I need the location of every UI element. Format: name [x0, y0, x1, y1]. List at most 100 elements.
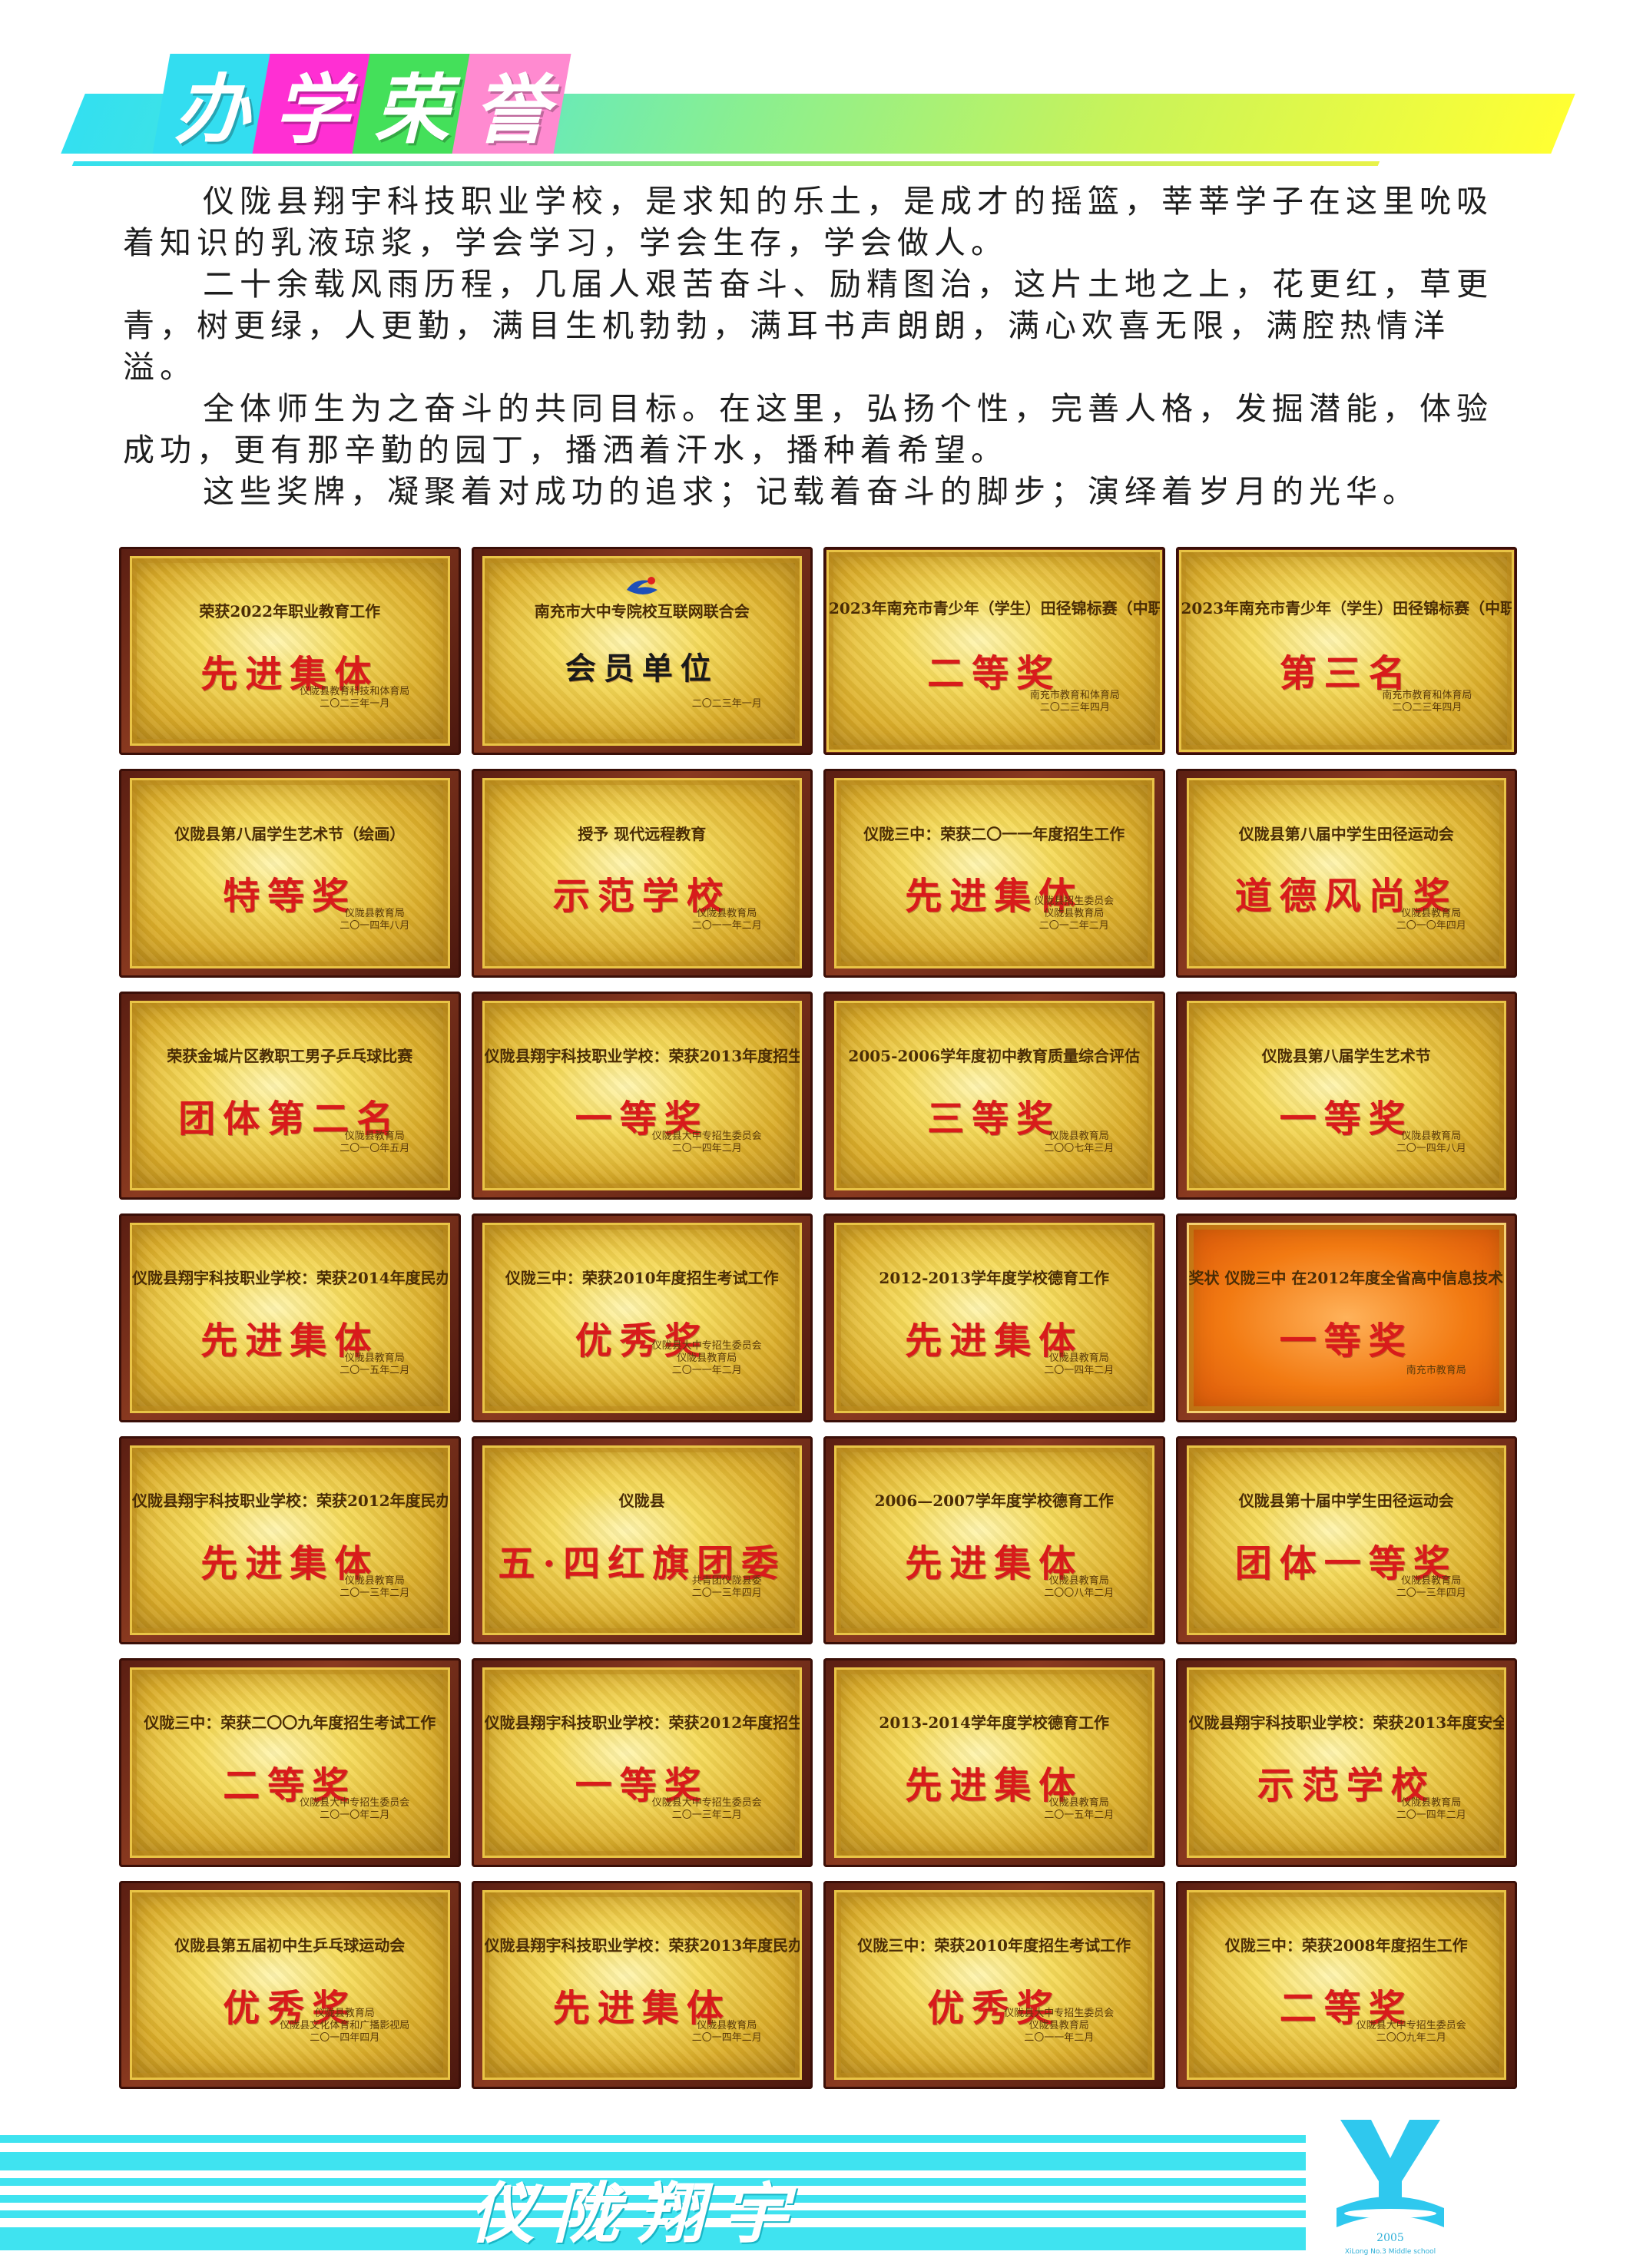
plaque-issuer: 仪陇县教育局 二〇一五年二月: [1044, 1797, 1115, 1822]
header-block-3: 荣: [352, 54, 472, 154]
plaque-face: 仪陇县翔宇科技职业学校：荣获2013年度招生工作一等奖 仪陇县大中专招生委员会 二…: [482, 1000, 802, 1191]
plaque-face: 仪陇县第八届中学生田径运动会道德风尚奖 仪陇县教育局 二〇一〇年四月: [1186, 778, 1506, 968]
plaque-award-title: 三等奖: [927, 1097, 1062, 1141]
plaque-caption: 仪陇县翔宇科技职业学校：荣获2013年度招生工作: [484, 1046, 800, 1065]
plaque-award-title: 道德风尚奖: [1234, 875, 1458, 919]
footer-school-name: 仪陇翔宇: [469, 2176, 807, 2253]
plaque-caption: 仪陇县第八届学生艺术节: [1261, 1046, 1431, 1065]
header-banner: 办 学 荣 誉: [0, 0, 1633, 177]
plaque-caption: 2013-2014学年度学校德育工作: [879, 1713, 1110, 1733]
plaque-award-title: 团体一等奖: [1234, 1541, 1458, 1585]
plaque-caption: 仪陇三中：荣获2010年度招生考试工作: [857, 1935, 1131, 1955]
plaque-face: 仪陇三中：荣获2010年度招生考试工作优秀奖 仪陇县大中专招生委员会 仪陇县教育局…: [834, 1889, 1154, 2080]
footer-stripe: [0, 2135, 1306, 2143]
plaque-issuer: 仪陇县教育局 仪陇县文化体育和广播影视局 二〇一四年四月: [280, 2007, 410, 2044]
plaque-award-title: 第三名: [1279, 652, 1413, 696]
school-logo: 2005 XiLong No.3 Middle school: [1337, 2120, 1444, 2256]
plaque-caption: 2012-2013学年度学校德育工作: [879, 1269, 1110, 1288]
plaque-face: 2013-2014学年度学校德育工作 先进集体 仪陇县教育局 二〇一五年二月: [834, 1667, 1154, 1858]
plaque-caption: 仪陇三中：荣获二〇〇九年度招生考试工作: [144, 1713, 436, 1733]
plaque-caption: 仪陇县翔宇科技职业学校：荣获2012年度民办教育: [132, 1491, 448, 1510]
plaque-caption: 2005-2006学年度初中教育质量综合评估: [848, 1046, 1141, 1065]
logo-caption: XiLong No.3 Middle school: [1345, 2248, 1436, 2256]
plaque-face: 仪陇县翔宇科技职业学校：荣获2012年度招生工作 一等奖 仪陇县大中专招生委员会 二…: [482, 1667, 802, 1858]
plaque-caption: 仪陇县翔宇科技职业学校：荣获2014年度民办教育: [132, 1269, 448, 1288]
plaque-face: 仪陇县翔宇科技职业学校：荣获2013年度民办教育先进集体 仪陇县教育局 二〇一四年…: [482, 1889, 802, 2080]
plaque-issuer: 南充市教育和体育局 二〇二三年四月: [1029, 690, 1120, 714]
award-plaque: 仪陇县翔宇科技职业学校：荣获2014年度民办教育 先进集体 仪陇县教育局 二〇一五年…: [119, 1213, 461, 1422]
plaque-award-title: 一等奖: [575, 1097, 709, 1141]
header-title-char: 办: [174, 67, 250, 154]
plaque-issuer: 仪陇县大中专招生委员会 仪陇县教育局 二〇一一年二月: [651, 1340, 762, 1377]
plaque-caption: 荣获金城片区教职工男子乒乓球比赛: [167, 1046, 413, 1065]
plaque-caption: 仪陇县翔宇科技职业学校：荣获2013年度民办教育: [484, 1935, 800, 1955]
plaque-award-title: 五·四红旗团委: [498, 1541, 787, 1585]
plaque-caption: 仪陇县第八届中学生田径运动会: [1238, 824, 1454, 843]
plaque-issuer: 仪陇县招生委员会 仪陇县教育局 二〇一二年二月: [1034, 896, 1115, 932]
plaque-issuer: 南充市教育和体育局 二〇二三年四月: [1382, 690, 1472, 714]
plaque-caption: 仪陇三中：荣获二〇一一年度招生工作: [863, 824, 1125, 843]
plaque-issuer: 共青团仪陇县委 二〇一三年四月: [691, 1574, 762, 1599]
header-title-char: 学: [273, 67, 349, 154]
plaque-caption: 荣获2022年职业教育工作: [199, 602, 381, 621]
award-plaque: 仪陇县翔宇科技职业学校：荣获2012年度民办教育 先进集体 仪陇县教育局 二〇一三年…: [119, 1435, 461, 1645]
plaque-caption: 仪陇县第十届中学生田径运动会: [1238, 1491, 1454, 1510]
award-plaque: 授予 现代远程教育 示范学校 仪陇县教育局 二〇一一年二月: [471, 769, 813, 978]
plaque-award-title: 先进集体: [552, 1986, 731, 2030]
federation-logo-icon: [626, 577, 658, 595]
award-plaque: 仪陇县第八届中学生田径运动会道德风尚奖 仪陇县教育局 二〇一〇年四月: [1175, 769, 1517, 978]
plaque-issuer: 仪陇县教育局 二〇一四年二月: [691, 2019, 762, 2044]
award-plaque: 荣获金城片区教职工男子乒乓球比赛 团体第二名 仪陇县教育局 二〇一〇年五月: [119, 991, 461, 1200]
plaque-award-title: 二等奖: [223, 1764, 357, 1808]
plaque-issuer: 仪陇县大中专招生委员会 二〇〇九年二月: [1356, 2019, 1466, 2044]
award-plaque: 仪陇县第八届学生艺术节（绘画） 特等奖 仪陇县教育局 二〇一四年八月: [119, 769, 461, 978]
intro-paragraph: 二十余载风雨历程，几届人艰苦奋斗、励精图治，这片土地之上，花更红，草更青，树更绿…: [123, 266, 1493, 386]
plaque-award-title: 优秀奖: [223, 1986, 357, 2030]
award-plaque: 仪陇三中：荣获二〇〇九年度招生考试工作 二等奖 仪陇县大中专招生委员会 二〇一〇年二…: [119, 1658, 461, 1867]
plaque-issuer: 仪陇县教育局 二〇〇八年二月: [1044, 1574, 1115, 1599]
award-plaque: 2012-2013学年度学校德育工作 先进集体 仪陇县教育局 二〇一四年二月: [823, 1213, 1165, 1422]
footer-stripe: [0, 2152, 1306, 2170]
footer-stripe: [0, 2210, 1306, 2218]
award-plaque: 2005-2006学年度初中教育质量综合评估三等奖 仪陇县教育局 二〇〇七年三月: [823, 991, 1165, 1200]
intro-text: 仪陇县翔宇科技职业学校，是求知的乐土，是成才的摇篮，莘莘学子在这里吮吸着知识的乳…: [123, 180, 1521, 512]
plaque-caption: 仪陇县翔宇科技职业学校：荣获2013年度安全: [1188, 1713, 1505, 1733]
plaque-face: 仪陇县翔宇科技职业学校：荣获2012年度民办教育 先进集体 仪陇县教育局 二〇一三年…: [130, 1445, 450, 1636]
plaque-face: 2006—2007学年度学校德育工作 先进集体 仪陇县教育局 二〇〇八年二月: [834, 1445, 1154, 1636]
plaque-face: 仪陇三中：荣获二〇一一年度招生工作 先进集体 仪陇县招生委员会 仪陇县教育局 二〇一…: [834, 778, 1154, 968]
plaque-face: 奖状 仪陇三中 在2012年度全省高中信息技术学业水平考试中，荣获南充市一等奖南…: [1186, 1223, 1506, 1413]
plaque-issuer: 仪陇县教育局 二〇一〇年五月: [340, 1130, 410, 1154]
header-title-char: 荣: [373, 67, 449, 154]
award-plaque: 仪陇县第十届中学生田径运动会 团体一等奖 仪陇县教育局 二〇一三年四月: [1175, 1435, 1517, 1645]
plaque-issuer: 二〇二三年一月: [691, 697, 762, 710]
plaque-award-title: 先进集体: [905, 1319, 1084, 1363]
plaque-award-title: 一等奖: [1279, 1097, 1413, 1141]
plaque-face: 荣获金城片区教职工男子乒乓球比赛 团体第二名 仪陇县教育局 二〇一〇年五月: [130, 1000, 450, 1191]
logo-year: 2005: [1376, 2232, 1404, 2244]
plaque-issuer: 仪陇县大中专招生委员会 二〇一四年二月: [651, 1130, 762, 1154]
award-plaque: 仪陇三中：荣获二〇一一年度招生工作 先进集体 仪陇县招生委员会 仪陇县教育局 二〇一…: [823, 769, 1165, 978]
award-plaque: 仪陇县翔宇科技职业学校：荣获2013年度安全 示范学校 仪陇县教育局 二〇一四年二月: [1175, 1658, 1517, 1867]
footer-stripe: [0, 2195, 1306, 2203]
plaque-face: 仪陇县第八届学生艺术节 一等奖 仪陇县教育局 二〇一四年八月: [1186, 1000, 1506, 1191]
plaque-face: 授予 现代远程教育 示范学校 仪陇县教育局 二〇一一年二月: [482, 778, 802, 968]
plaque-face: 2012-2013学年度学校德育工作 先进集体 仪陇县教育局 二〇一四年二月: [834, 1223, 1154, 1413]
plaque-issuer: 仪陇县大中专招生委员会 仪陇县教育局 二〇一一年二月: [1004, 2007, 1115, 2044]
plaque-issuer: 仪陇县教育局 二〇一四年二月: [1396, 1797, 1466, 1822]
plaque-award-title: 优秀奖: [927, 1986, 1062, 2030]
plaque-face: 仪陇三中：荣获二〇〇九年度招生考试工作 二等奖 仪陇县大中专招生委员会 二〇一〇年二…: [130, 1667, 450, 1858]
plaque-caption: 仪陇县: [618, 1491, 665, 1510]
plaque-issuer: 仪陇县教育局 二〇一〇年四月: [1396, 908, 1466, 932]
award-plaque: 2013-2014学年度学校德育工作 先进集体 仪陇县教育局 二〇一五年二月: [823, 1658, 1165, 1867]
plaque-face: 荣获2022年职业教育工作 先进集体 仪陇县教育科技和体育局 二〇二三年一月: [130, 556, 450, 747]
intro-paragraph: 全体师生为之奋斗的共同目标。在这里，弘扬个性，完善人格，发掘潜能，体验成功，更有…: [123, 390, 1493, 468]
plaque-issuer: 仪陇县教育局 二〇〇七年三月: [1044, 1130, 1115, 1154]
award-plaque: 仪陇县五·四红旗团委 共青团仪陇县委 二〇一三年四月: [471, 1435, 813, 1645]
plaque-face: 仪陇三中：荣获2010年度招生考试工作 优秀奖 仪陇县大中专招生委员会 仪陇县教育局…: [482, 1223, 802, 1413]
plaque-caption: 仪陇县第五届初中生乒乓球运动会: [174, 1935, 406, 1955]
plaque-issuer: 仪陇县教育科技和体育局 二〇二三年一月: [300, 685, 410, 710]
plaque-award-title: 示范学校: [552, 875, 731, 919]
